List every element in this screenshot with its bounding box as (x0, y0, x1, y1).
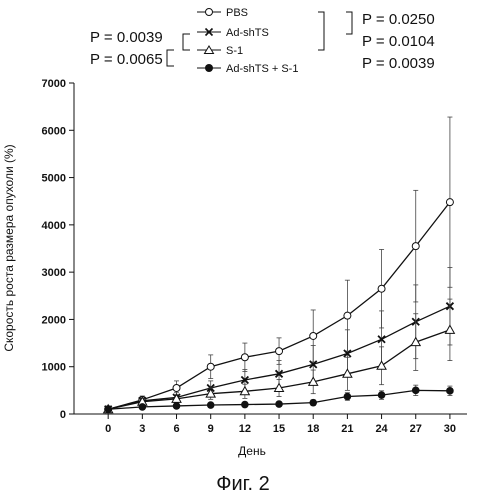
x-axis-label: День (238, 444, 266, 458)
data-point (342, 368, 353, 378)
x-tick-label: 9 (208, 423, 214, 435)
data-point (309, 398, 318, 407)
x-tick-label: 0 (105, 423, 111, 435)
data-point (343, 392, 352, 401)
data-point (205, 388, 217, 398)
y-ticks: 0 1000 2000 3000 4000 5000 6000 7000 (42, 78, 74, 421)
data-point (444, 324, 456, 334)
data-point (307, 376, 319, 386)
pvalue-right-2: P = 0.0104 (362, 33, 435, 50)
data-point (309, 331, 318, 340)
legend-item-ad-shts: Ad-shTS (197, 27, 269, 39)
series-pbs (104, 116, 454, 414)
legend-label-s1: S-1 (226, 45, 243, 57)
series-layer (102, 116, 456, 414)
pvalue-left-2: P = 0.0065 (90, 51, 163, 68)
y-tick-label: 0 (60, 409, 66, 421)
y-tick-label: 1000 (42, 362, 66, 374)
y-tick-label: 7000 (42, 78, 66, 90)
legend-item-pbs: PBS (197, 7, 248, 19)
data-point (343, 311, 352, 320)
data-point (343, 349, 352, 358)
data-point (275, 347, 284, 356)
significance-brackets (166, 11, 353, 67)
data-point (275, 400, 283, 408)
legend-item-ad-shts-s1: Ad-shTS + S-1 (197, 63, 298, 75)
y-tick-label: 4000 (42, 220, 66, 232)
x-tick-label: 6 (173, 423, 179, 435)
open-circle-marker (205, 8, 213, 16)
data-point (241, 400, 249, 409)
x-tick-label: 21 (341, 423, 353, 435)
y-tick-label: 3000 (42, 267, 66, 279)
data-point (377, 335, 386, 344)
x-tick-label: 3 (139, 423, 145, 435)
x-tick-label: 27 (410, 423, 422, 435)
data-point (309, 360, 318, 369)
data-point (273, 382, 285, 392)
data-point (445, 198, 454, 207)
data-point (411, 386, 420, 395)
series-ad-shts-s-1 (104, 384, 454, 414)
data-point (240, 375, 250, 385)
data-point (206, 401, 215, 409)
x-tick-label: 12 (239, 423, 251, 435)
bracket-left-inner (166, 49, 174, 67)
y-tick-label: 2000 (42, 314, 66, 326)
data-point (446, 387, 454, 395)
data-point (377, 391, 386, 399)
legend-label-ad-shts-s1: Ad-shTS + S-1 (226, 63, 298, 75)
legend-label-pbs: PBS (226, 7, 248, 19)
data-point (411, 242, 420, 251)
data-point (240, 353, 249, 362)
pvalue-right-1: P = 0.0250 (362, 11, 435, 28)
plot-area: 0 1000 2000 3000 4000 5000 6000 7000 0 3 6 9 12 15 18… (42, 78, 467, 435)
pvalue-left-1: P = 0.0039 (90, 29, 163, 46)
x-ticks: 0 3 6 9 12 15 18 21 24 27 30 (105, 414, 456, 435)
legend-item-s1: S-1 (197, 45, 243, 57)
data-point (172, 383, 181, 392)
bracket-left-outer (182, 33, 190, 51)
bracket-right-inner (346, 11, 353, 35)
x-tick-label: 24 (375, 423, 388, 435)
legend-label-ad-shts: Ad-shTS (226, 27, 269, 39)
data-point (104, 405, 112, 414)
bracket-right-outer (318, 11, 325, 51)
data-point (410, 336, 422, 347)
data-point (239, 385, 251, 396)
y-axis-label: Скорость роста размера опухоли (%) (2, 144, 16, 351)
cross-marker (204, 27, 214, 37)
figure-caption: Фиг. 2 (216, 473, 269, 495)
x-tick-label: 30 (444, 423, 456, 435)
legend: PBS Ad-shTS S-1 Ad-shTS + S-1 (197, 7, 298, 75)
x-tick-label: 18 (307, 423, 319, 435)
data-point (376, 360, 387, 370)
data-point (172, 402, 181, 410)
y-tick-label: 6000 (42, 125, 66, 137)
data-point (138, 403, 147, 411)
data-point (377, 284, 386, 293)
data-point (274, 369, 284, 378)
pvalue-right-3: P = 0.0039 (362, 55, 435, 72)
y-tick-label: 5000 (42, 173, 66, 185)
data-point (206, 362, 215, 371)
filled-circle-marker (205, 64, 213, 72)
open-triangle-marker (203, 45, 215, 54)
x-tick-label: 15 (273, 423, 285, 435)
